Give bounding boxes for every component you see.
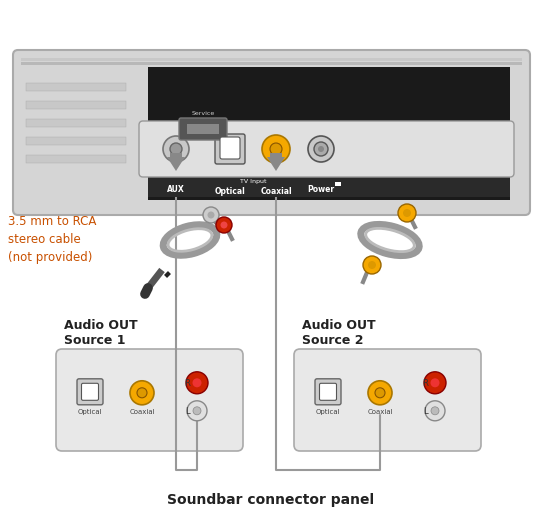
Text: L: L	[422, 407, 427, 416]
Circle shape	[207, 211, 214, 218]
Circle shape	[431, 378, 439, 388]
FancyBboxPatch shape	[77, 379, 103, 405]
Text: Power: Power	[307, 185, 334, 193]
FancyBboxPatch shape	[315, 379, 341, 405]
Circle shape	[375, 388, 385, 398]
Text: 3.5 mm to RCA
stereo cable
(not provided): 3.5 mm to RCA stereo cable (not provided…	[8, 215, 96, 264]
Bar	[26, 119, 126, 127]
FancyArrow shape	[267, 153, 285, 171]
Text: Coaxial: Coaxial	[260, 187, 292, 195]
Text: Optical: Optical	[78, 409, 102, 415]
Text: Service: Service	[191, 111, 214, 116]
FancyBboxPatch shape	[319, 383, 337, 400]
Circle shape	[431, 407, 439, 415]
Text: Soundbar connector panel: Soundbar connector panel	[167, 493, 375, 507]
FancyBboxPatch shape	[139, 121, 514, 177]
Bar	[26, 137, 126, 145]
Circle shape	[318, 146, 324, 152]
Circle shape	[216, 217, 232, 233]
Circle shape	[130, 381, 154, 405]
Bar	[148, 67, 510, 200]
Circle shape	[220, 222, 228, 229]
FancyBboxPatch shape	[81, 383, 98, 400]
Text: R: R	[422, 379, 428, 388]
Circle shape	[368, 381, 392, 405]
Text: Audio OUT
Source 2: Audio OUT Source 2	[302, 319, 376, 347]
Text: L: L	[185, 407, 190, 416]
Circle shape	[193, 378, 201, 388]
Circle shape	[425, 401, 445, 421]
Text: Audio OUT
Source 1: Audio OUT Source 1	[64, 319, 137, 347]
FancyArrow shape	[167, 153, 185, 171]
Text: Coaxial: Coaxial	[367, 409, 393, 415]
Bar	[26, 83, 126, 91]
Text: AUX: AUX	[167, 185, 185, 193]
Bar	[335, 182, 341, 186]
Circle shape	[363, 256, 381, 274]
Circle shape	[308, 136, 334, 162]
Circle shape	[137, 388, 147, 398]
Bar	[21, 58, 522, 61]
Circle shape	[270, 143, 282, 155]
Circle shape	[186, 372, 208, 394]
Circle shape	[403, 209, 411, 217]
FancyBboxPatch shape	[294, 349, 481, 451]
Text: Optical: Optical	[214, 187, 245, 195]
Bar	[21, 62, 522, 65]
Text: R: R	[184, 379, 190, 388]
Circle shape	[398, 204, 416, 222]
Circle shape	[314, 142, 328, 156]
Circle shape	[187, 401, 207, 421]
FancyBboxPatch shape	[220, 137, 240, 159]
Circle shape	[262, 135, 290, 163]
Circle shape	[424, 372, 446, 394]
Circle shape	[193, 407, 201, 415]
Text: Coaxial: Coaxial	[129, 409, 155, 415]
Circle shape	[368, 261, 376, 269]
Bar	[187, 124, 219, 134]
FancyBboxPatch shape	[56, 349, 243, 451]
Circle shape	[170, 143, 182, 155]
FancyBboxPatch shape	[179, 118, 227, 140]
FancyBboxPatch shape	[215, 134, 245, 164]
Bar	[26, 155, 126, 163]
FancyBboxPatch shape	[13, 50, 530, 215]
Bar	[26, 101, 126, 109]
Text: TV Input: TV Input	[240, 178, 266, 183]
Text: Optical: Optical	[315, 409, 340, 415]
Circle shape	[163, 136, 189, 162]
Circle shape	[203, 207, 219, 223]
Bar	[148, 175, 510, 197]
